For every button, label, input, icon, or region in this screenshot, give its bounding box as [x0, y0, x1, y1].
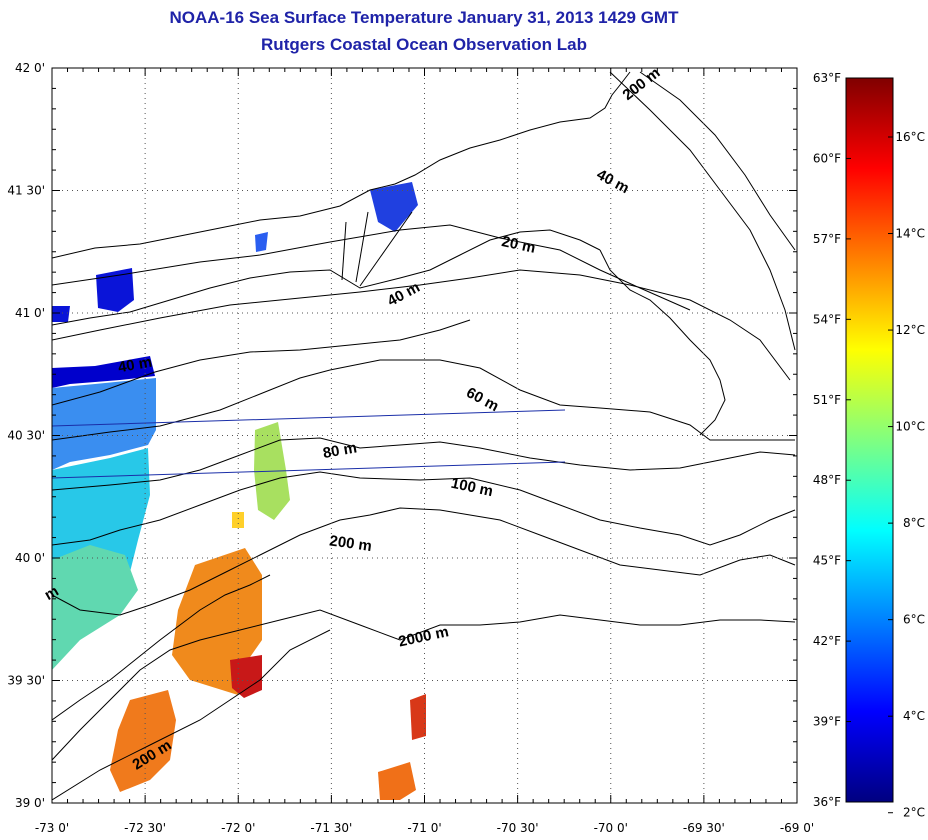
- lat-tick-label: 42 0': [15, 61, 45, 75]
- contour-40m-east: [609, 71, 796, 351]
- lon-tick-label: -72 0': [221, 821, 255, 835]
- colorbar-c-label: 8°C: [903, 516, 925, 530]
- contour-label: 100 m: [449, 475, 494, 500]
- contour-label: 80 m: [322, 439, 359, 462]
- sst-patch-east-red: [410, 694, 426, 740]
- colorbar-c-label: 10°C: [895, 420, 925, 434]
- bathymetry-contours: [52, 71, 796, 801]
- colorbar-f-label: 51°F: [813, 393, 841, 407]
- sst-patch-slope-red: [230, 655, 262, 698]
- contour-label: 2000 m: [397, 623, 450, 650]
- contour-slope: [52, 629, 331, 801]
- lat-tick-label: 39 0': [15, 796, 45, 810]
- colorbar-f-label: 63°F: [813, 71, 841, 85]
- sst-data-layer: [52, 182, 426, 800]
- contour-60m: [52, 359, 795, 441]
- colorbar-c-label: 12°C: [895, 323, 925, 337]
- sst-patch-bay-cold: [96, 268, 134, 312]
- contour-label: 20 m: [500, 233, 537, 257]
- lon-tick-label: -72 30': [124, 821, 166, 835]
- colorbar-f-label: 42°F: [813, 634, 841, 648]
- cape-cod: [599, 249, 726, 436]
- contour-label: 40 m: [385, 279, 423, 310]
- colorbar-f-label: 36°F: [813, 795, 841, 809]
- colorbar: [845, 77, 894, 803]
- lat-tick-label: 40 0': [15, 551, 45, 565]
- colorbar-f-label: 45°F: [813, 554, 841, 568]
- river-b: [355, 211, 369, 283]
- contour-80m: [52, 437, 796, 491]
- sst-patch-river-cold: [370, 182, 418, 232]
- sst-patch-sound-cold: [52, 306, 70, 322]
- lon-tick-label: -69 30': [683, 821, 725, 835]
- transect-south: [52, 461, 566, 479]
- coastline: [52, 71, 631, 259]
- sst-patch-small-cold: [255, 232, 268, 252]
- transect-north: [52, 409, 566, 427]
- colorbar-c-label: 4°C: [903, 709, 925, 723]
- lon-tick-label: -71 30': [310, 821, 352, 835]
- contour-label: 40 m: [594, 166, 632, 197]
- river-c: [359, 211, 413, 287]
- lat-tick-label: 39 30': [7, 674, 45, 688]
- colorbar-f-label: 39°F: [813, 715, 841, 729]
- contour-40m-north: [52, 269, 791, 381]
- sst-patch-shelf-green: [52, 545, 138, 670]
- colorbar-c-label: 14°C: [895, 227, 925, 241]
- map-frame: [51, 67, 798, 804]
- lat-tick-label: 40 30': [7, 429, 45, 443]
- contour-200m: [52, 507, 796, 616]
- lat-tick-label: 41 30': [7, 184, 45, 198]
- map-title: NOAA-16 Sea Surface Temperature January …: [169, 8, 679, 27]
- contour-100m: [52, 471, 796, 546]
- lat-tick-label: 41 0': [15, 306, 45, 320]
- coastline-long-island: [52, 229, 601, 326]
- contour-2000m: [52, 609, 796, 761]
- contour-label: 40 m: [117, 354, 154, 377]
- sst-patch-yellow: [232, 512, 244, 528]
- contour-200m-ne: [639, 71, 796, 251]
- colorbar-labels: 63°F 60°F 57°F 54°F 51°F 48°F 45°F 42°F 39°F 36°F…: [813, 71, 925, 820]
- contour-label: 200 m: [328, 532, 372, 555]
- map-subtitle: Rutgers Coastal Ocean Observation Lab: [261, 35, 587, 54]
- colorbar-f-label: 48°F: [813, 473, 841, 487]
- colorbar-c-label: 16°C: [895, 130, 925, 144]
- lon-tick-label: -71 0': [407, 821, 441, 835]
- sst-patch-coastal-cold: [52, 356, 155, 388]
- sst-patch-east-orange: [378, 762, 416, 800]
- colorbar-f-label: 54°F: [813, 312, 841, 326]
- colorbar-f-label: 60°F: [813, 151, 841, 165]
- sst-patch-slope-orange: [172, 548, 262, 695]
- lon-tick-label: -69 0': [780, 821, 814, 835]
- colorbar-c-label: 6°C: [903, 613, 925, 627]
- axis-labels: -73 0' -72 30' -72 0' -71 30' -71 0' -70 30' -…: [7, 61, 814, 835]
- contour-20m: [52, 224, 691, 311]
- sst-patch-south-orange: [110, 690, 176, 792]
- lon-tick-label: -70 30': [497, 821, 539, 835]
- contour-40m-shelf: [52, 319, 471, 406]
- lon-tick-label: -73 0': [35, 821, 69, 835]
- colorbar-c-label: 2°C: [903, 806, 925, 820]
- lon-tick-label: -70 0': [594, 821, 628, 835]
- colorbar-f-label: 57°F: [813, 232, 841, 246]
- river-a: [341, 221, 347, 281]
- contour-label: 60 m: [463, 384, 501, 415]
- contour-200m-south: [52, 574, 271, 721]
- transect-lines: [52, 409, 566, 479]
- map-grid: [52, 68, 797, 803]
